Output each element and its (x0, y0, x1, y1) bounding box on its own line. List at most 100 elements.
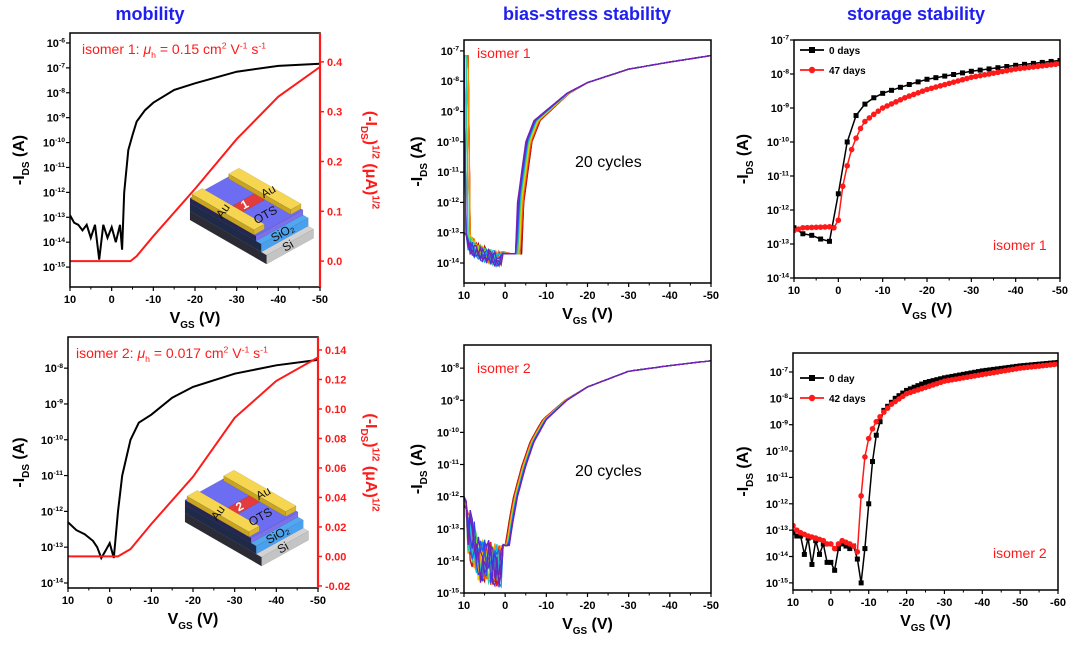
y-tick-label: 10-8​ (441, 76, 460, 88)
plot-area (464, 54, 711, 268)
superscript: -11 (56, 162, 66, 169)
data-point-square (906, 81, 912, 87)
text-run: = 0.017 cm (150, 345, 224, 361)
data-point-square (979, 368, 985, 374)
superscript: -13 (449, 523, 459, 530)
data-point-circle (879, 105, 886, 111)
y-axis-label: -IDS​ (A) (11, 437, 32, 487)
text-run: s (248, 41, 259, 57)
plot-frame (463, 39, 712, 284)
x-tick-label: -40 (974, 597, 990, 609)
data-point-square (991, 366, 997, 372)
y-tick-label: 10-10​ (766, 446, 788, 458)
y-tick-label: 10-8​ (47, 87, 66, 99)
x-tick-label: -10 (143, 595, 159, 607)
text-run: -I (735, 487, 752, 497)
y-tick-label: 10-13​ (437, 523, 459, 535)
superscript: -9 (453, 395, 459, 402)
y2-tick-label: 0.14 (325, 345, 347, 357)
data-point-square (794, 225, 797, 231)
data-point-circle (822, 224, 828, 230)
data-point-circle (893, 99, 899, 105)
data-point-circle (817, 224, 824, 230)
text-run: 10 (437, 427, 449, 439)
legend-circle-marker (808, 394, 816, 402)
data-point-circle (928, 85, 935, 92)
subscript: DS (745, 160, 756, 174)
superscript: -14 (778, 551, 788, 558)
text-run: V (902, 301, 913, 318)
data-point-circle (902, 94, 908, 101)
data-point-circle (826, 224, 833, 230)
y-tick-label: 10-8​ (770, 393, 789, 405)
superscript: -9 (57, 399, 63, 406)
data-point-circle (831, 545, 838, 552)
data-point-square (824, 559, 830, 565)
y2-tick-label: 0.0 (327, 256, 342, 268)
data-point-square (871, 95, 877, 101)
text-run: = 0.15 cm (156, 41, 222, 57)
data-point-square (957, 372, 963, 378)
text-run: (V) (587, 306, 613, 323)
data-point-square (904, 387, 910, 393)
data-point-circle (995, 69, 1001, 76)
series-line-1 (68, 356, 318, 558)
text-run: 10 (441, 395, 453, 407)
data-point-circle (800, 224, 806, 231)
y-axis-label: -IDS​ (A) (11, 135, 32, 185)
text-run: V (562, 616, 573, 633)
superscript: -6 (59, 38, 65, 45)
data-point-square (976, 369, 981, 375)
x-tick-label: -30 (229, 294, 245, 306)
x-tick-label: -40 (270, 294, 286, 306)
data-point-square (951, 71, 957, 77)
y-tick-label: 10-14​ (41, 578, 63, 590)
data-point-square (835, 546, 841, 552)
data-point-square (843, 543, 849, 549)
superscript: -14 (53, 578, 63, 585)
data-point-square (896, 393, 902, 399)
text-run: 10 (45, 399, 57, 411)
data-point-square (953, 373, 959, 379)
data-point-circle (959, 76, 966, 83)
subscript: DS (419, 163, 430, 177)
y-tick-label: 10-9​ (441, 106, 460, 118)
au-electrode-left-front (248, 525, 260, 538)
y2-tick-label: 0.3 (327, 107, 342, 119)
superscript: -14 (449, 258, 459, 265)
x-tick-label: -30 (227, 595, 243, 607)
y2-tick-label: 0.1 (327, 206, 342, 218)
data-point-circle (1039, 63, 1046, 69)
data-point-circle (906, 93, 913, 99)
text-run: 10 (770, 420, 782, 432)
superscript: -12 (778, 498, 788, 505)
data-point-square (1013, 62, 1019, 68)
y-tick-label: 10-12​ (41, 506, 63, 518)
superscript: -11 (450, 167, 460, 174)
text-run: (A) (735, 446, 752, 473)
x-tick-label: -20 (919, 285, 935, 297)
data-point-circle (981, 72, 988, 78)
panel-mobility-isomer2: 10 0 -10 -20 -30 -40 -50 10-8​ 10-9​ 10-10​ 10-11​… (11, 336, 380, 632)
au-electrode-right-front (285, 505, 297, 518)
text-run: 10 (437, 258, 449, 270)
legend-item: 0 days (800, 46, 861, 57)
data-point-square (877, 419, 883, 425)
text-run: (V) (587, 616, 613, 633)
x-axis-label: VGS​ (V) (562, 616, 613, 637)
data-point-square (930, 378, 936, 384)
data-point-circle (1052, 61, 1059, 68)
data-point-square (915, 383, 921, 389)
data-point-circle (808, 224, 815, 231)
plot-area (70, 62, 320, 263)
data-point-square (853, 113, 859, 119)
superscript: -14 (449, 555, 459, 562)
data-point-circle (835, 217, 842, 224)
x-tick-label: 10 (62, 595, 74, 607)
superscript: -1 (240, 40, 248, 50)
data-point-circle (1035, 63, 1041, 70)
plot-frame (793, 39, 1061, 279)
data-point-square (793, 530, 796, 536)
